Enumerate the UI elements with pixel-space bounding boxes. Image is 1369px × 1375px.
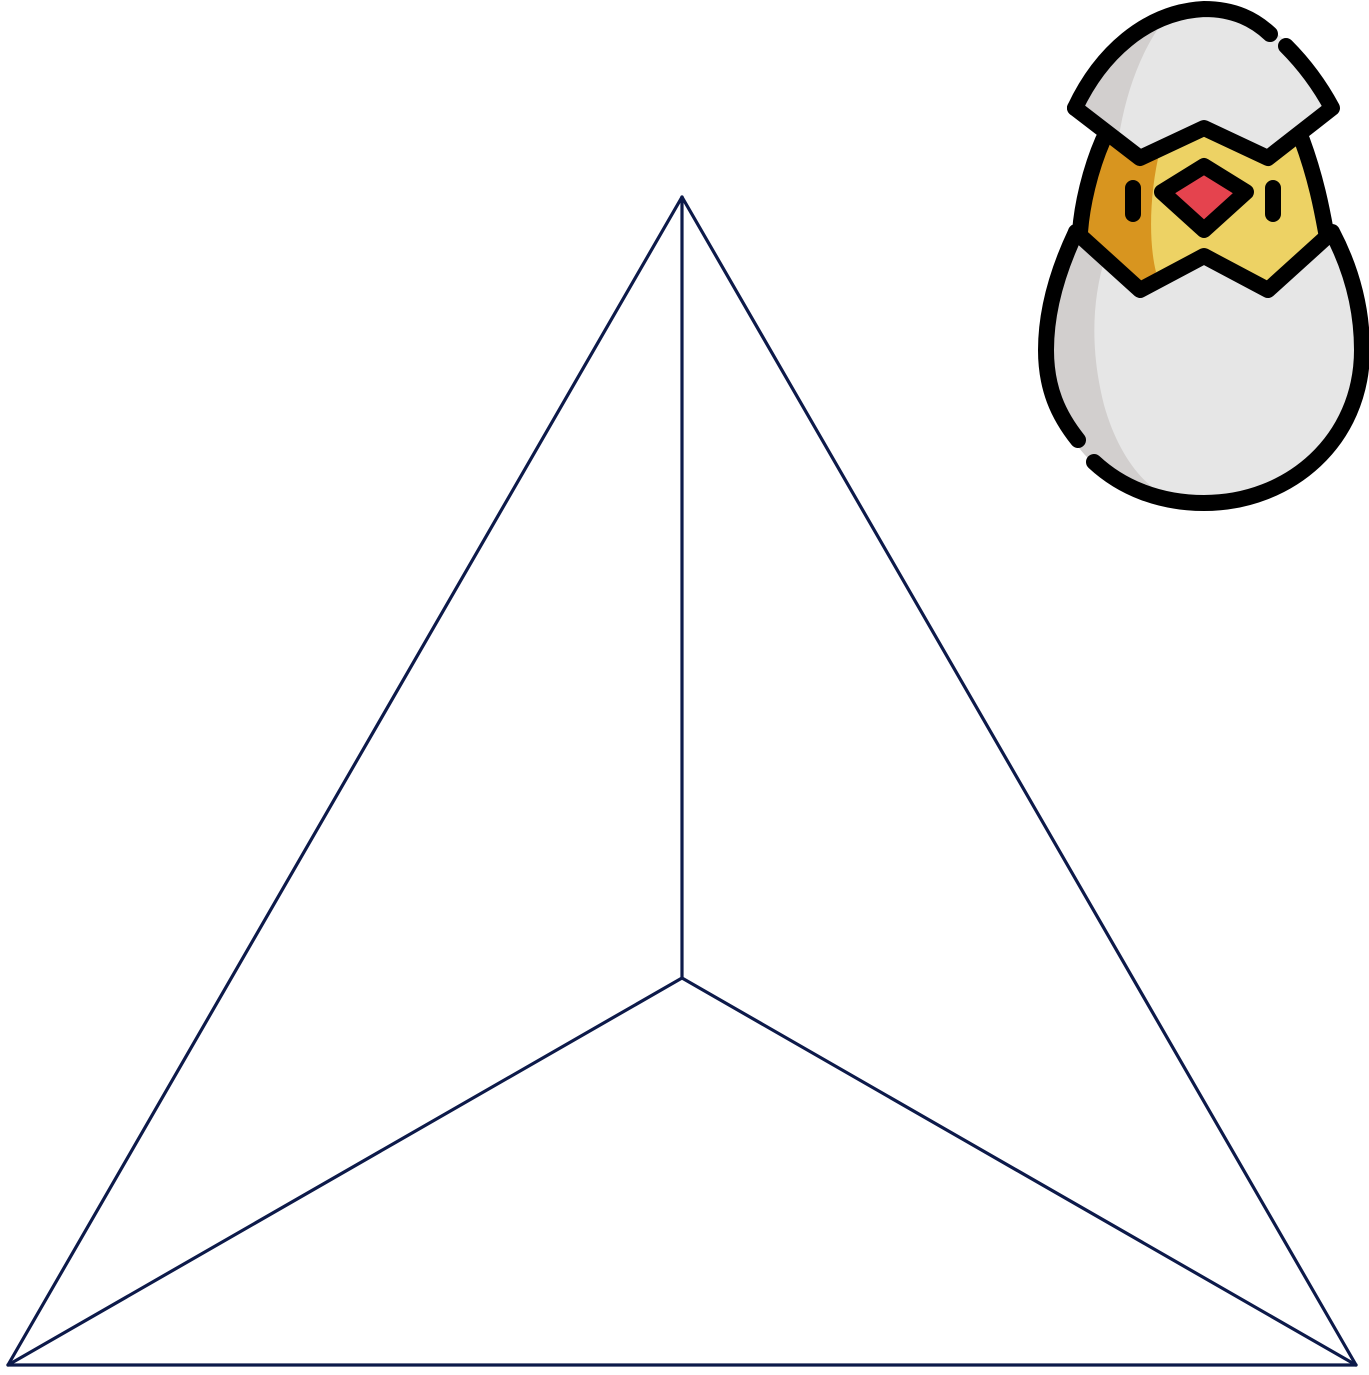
top-shell-shadow [1075, 15, 1168, 142]
triangle-right-edge [680, 195, 1358, 1367]
divided-triangle [6, 195, 1358, 1367]
bottom-shell [1046, 232, 1362, 503]
triangle-left-edge [6, 195, 684, 1367]
top-shell-outline [1067, 38, 1340, 166]
bottom-shell-outline [1068, 224, 1369, 511]
top-shell-outline-left [1067, 1, 1278, 116]
chick-side-left [1072, 132, 1111, 240]
center-to-left-vertex-line [6, 976, 684, 1367]
bottom-shell-outline-left [1038, 224, 1086, 448]
center-to-right-vertex-line [680, 976, 1358, 1367]
hatching-chick-icon [1038, 1, 1369, 511]
chick-side-right [1294, 132, 1334, 240]
beak-outline [1154, 158, 1254, 238]
